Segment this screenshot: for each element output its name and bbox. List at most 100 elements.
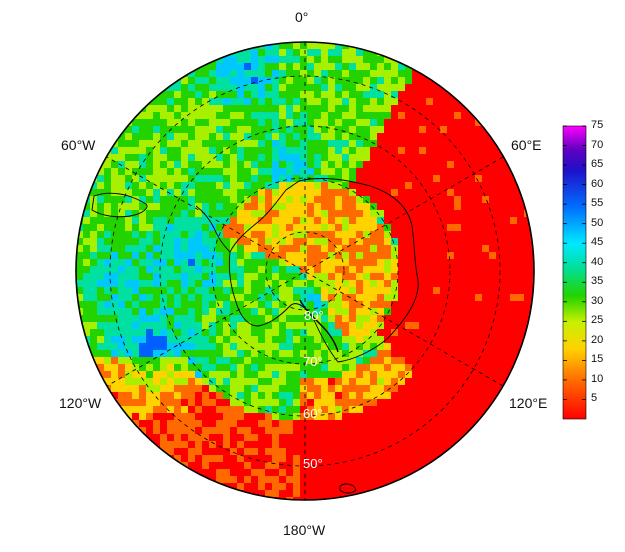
field-cell — [356, 350, 364, 358]
field-cell — [489, 168, 497, 176]
field-cell — [118, 280, 126, 288]
field-cell — [300, 434, 308, 442]
field-cell — [258, 371, 266, 379]
field-cell — [167, 322, 175, 330]
field-cell — [468, 126, 476, 134]
field-cell — [426, 266, 434, 274]
field-cell — [349, 490, 357, 498]
field-cell — [517, 273, 525, 281]
field-cell — [160, 343, 168, 351]
field-cell — [391, 469, 399, 477]
field-cell — [160, 140, 168, 148]
field-cell — [188, 392, 196, 400]
field-cell — [391, 483, 399, 491]
field-cell — [335, 322, 343, 330]
field-cell — [293, 280, 301, 288]
field-cell — [181, 399, 189, 407]
field-cell — [377, 364, 385, 372]
field-cell — [223, 280, 231, 288]
field-cell — [244, 49, 252, 57]
field-cell — [384, 217, 392, 225]
field-cell — [342, 455, 350, 463]
field-cell — [251, 154, 259, 162]
field-cell — [265, 280, 273, 288]
field-cell — [216, 455, 224, 463]
field-cell — [237, 70, 245, 78]
field-cell — [307, 392, 315, 400]
field-cell — [314, 84, 322, 92]
field-cell — [384, 189, 392, 197]
field-cell — [195, 301, 203, 309]
field-cell — [244, 56, 252, 64]
field-cell — [482, 245, 490, 253]
field-cell — [440, 322, 448, 330]
field-cell — [188, 252, 196, 260]
field-cell — [384, 469, 392, 477]
field-cell — [412, 287, 420, 295]
field-cell — [307, 259, 315, 267]
field-cell — [370, 322, 378, 330]
field-cell — [223, 385, 231, 393]
colorbar-tick-label: 40 — [591, 255, 604, 268]
field-cell — [461, 154, 469, 162]
field-cell — [454, 266, 462, 274]
field-cell — [286, 77, 294, 85]
field-cell — [510, 378, 518, 386]
field-cell — [440, 378, 448, 386]
field-cell — [265, 238, 273, 246]
field-cell — [230, 70, 238, 78]
field-cell — [83, 280, 91, 288]
field-cell — [398, 119, 406, 127]
field-cell — [335, 252, 343, 260]
field-cell — [314, 273, 322, 281]
field-cell — [433, 378, 441, 386]
field-cell — [307, 105, 315, 113]
field-cell — [468, 119, 476, 127]
field-cell — [384, 140, 392, 148]
field-cell — [195, 105, 203, 113]
field-cell — [384, 364, 392, 372]
field-cell — [440, 441, 448, 449]
field-cell — [160, 105, 168, 113]
field-cell — [251, 357, 259, 365]
field-cell — [76, 280, 84, 288]
field-cell — [230, 392, 238, 400]
field-cell — [139, 210, 147, 218]
field-cell — [482, 259, 490, 267]
field-cell — [475, 364, 483, 372]
field-cell — [419, 217, 427, 225]
field-cell — [209, 294, 217, 302]
field-cell — [230, 217, 238, 225]
field-cell — [237, 91, 245, 99]
field-cell — [216, 63, 224, 71]
field-cell — [342, 448, 350, 456]
field-cell — [146, 91, 154, 99]
field-cell — [167, 259, 175, 267]
field-cell — [363, 77, 371, 85]
field-cell — [321, 112, 329, 120]
field-cell — [440, 210, 448, 218]
field-cell — [335, 224, 343, 232]
field-cell — [300, 42, 308, 50]
field-cell — [230, 413, 238, 421]
field-cell — [440, 245, 448, 253]
field-cell — [433, 413, 441, 421]
field-cell — [342, 469, 350, 477]
field-cell — [90, 329, 98, 337]
field-cell — [209, 154, 217, 162]
field-cell — [461, 378, 469, 386]
field-cell — [223, 63, 231, 71]
field-cell — [195, 175, 203, 183]
field-cell — [83, 231, 91, 239]
field-cell — [342, 315, 350, 323]
field-cell — [517, 238, 525, 246]
field-cell — [468, 308, 476, 316]
field-cell — [223, 91, 231, 99]
field-cell — [419, 315, 427, 323]
field-cell — [125, 294, 133, 302]
field-cell — [76, 273, 84, 281]
field-cell — [433, 350, 441, 358]
field-cell — [237, 350, 245, 358]
field-cell — [335, 294, 343, 302]
